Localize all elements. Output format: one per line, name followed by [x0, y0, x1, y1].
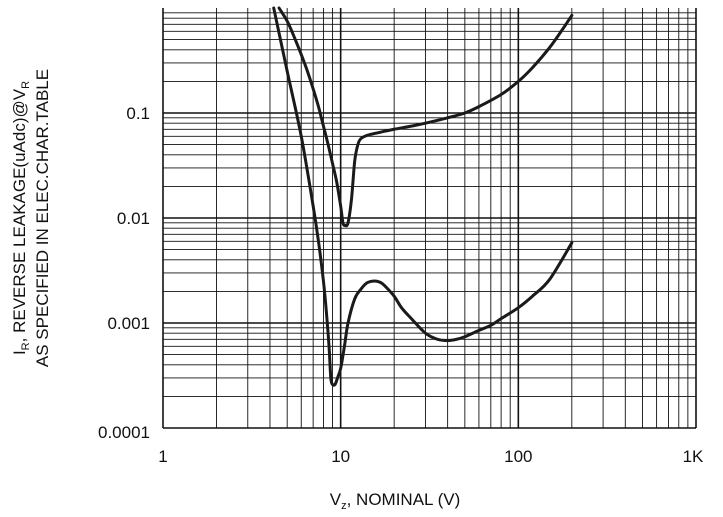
y-axis-label-mid: , REVERSE LEAKAGE(uAdc)@V	[10, 88, 29, 342]
x-tick-labels: 1 10 100 1K	[158, 447, 704, 466]
x-axis-label: Vz, NOMINAL (V)	[330, 490, 461, 512]
y-axis-label-line1: IR, REVERSE LEAKAGE(uAdc)@VR	[10, 81, 32, 355]
grid-major	[162, 8, 697, 429]
y-axis-label-sub: R	[20, 342, 32, 350]
x-tick-label: 1	[158, 447, 167, 466]
y-tick-labels: 0.1 0.01 0.001 0.0001	[98, 104, 150, 442]
x-axis-label-sub: z	[341, 500, 347, 512]
y-tick-label: 0.0001	[98, 423, 150, 442]
curves	[272, 6, 574, 387]
series-line-2	[272, 6, 574, 387]
x-tick-label: 100	[504, 447, 532, 466]
y-axis-label-prefix: I	[10, 350, 29, 355]
y-axis-label-sub2: R	[20, 81, 32, 89]
y-tick-label: 0.001	[107, 314, 150, 333]
y-tick-label: 0.1	[126, 104, 150, 123]
x-axis-label-main: V	[330, 490, 342, 509]
x-tick-label: 1K	[683, 447, 704, 466]
y-tick-label: 0.01	[117, 209, 150, 228]
y-axis-label-line2: AS SPECIFIED IN ELEC.CHAR.TABLE	[33, 69, 52, 367]
x-tick-label: 10	[331, 447, 350, 466]
x-axis-label-rest: , NOMINAL (V)	[347, 490, 461, 509]
series-line-1	[277, 6, 574, 228]
